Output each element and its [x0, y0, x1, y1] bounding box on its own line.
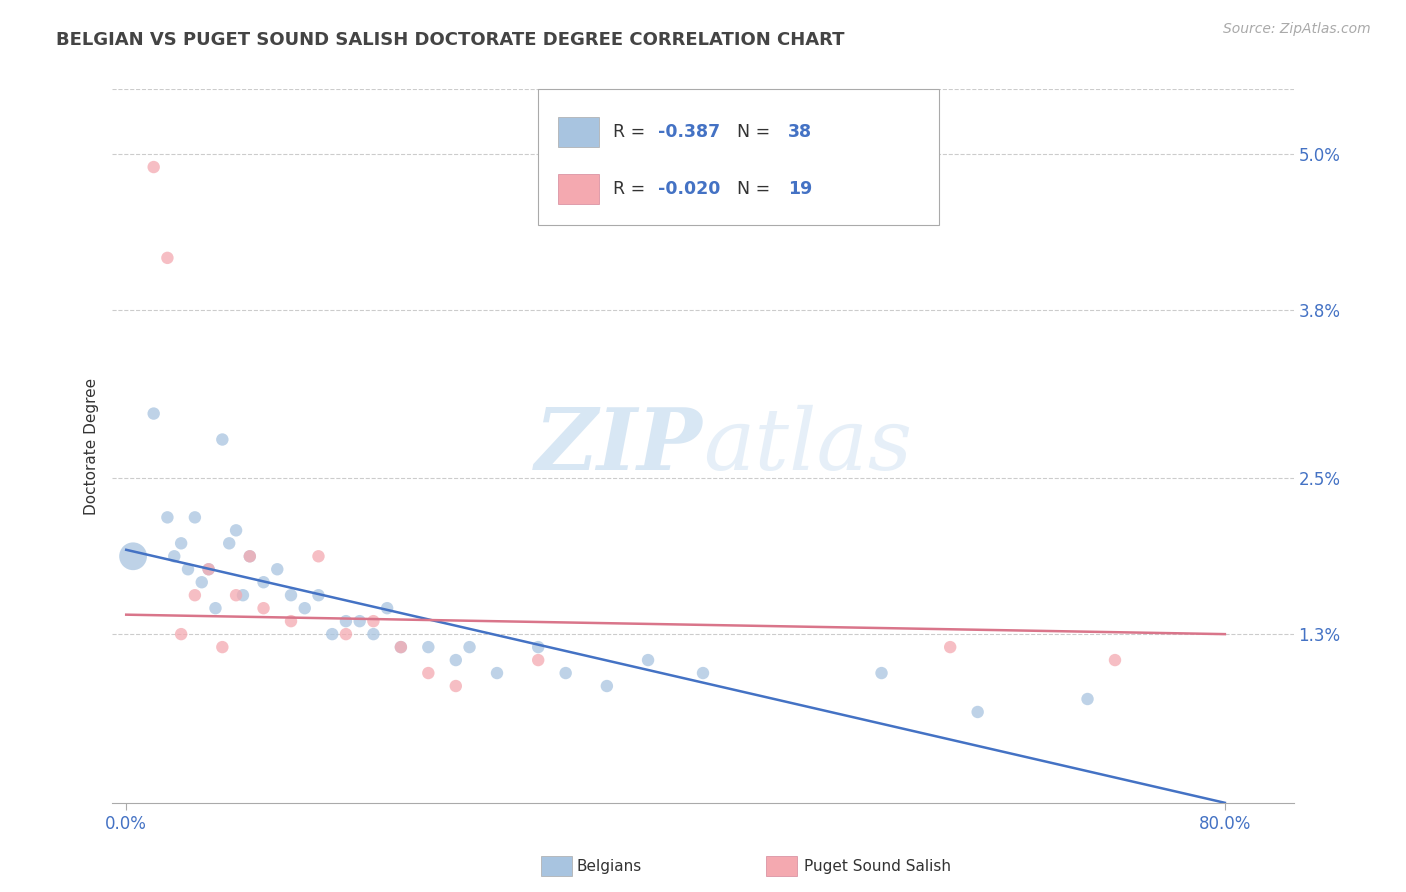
- Text: 38: 38: [787, 123, 813, 141]
- Point: [239, 549, 262, 564]
- Point: [444, 679, 467, 693]
- FancyBboxPatch shape: [537, 89, 939, 225]
- Point: [225, 588, 247, 602]
- Point: [239, 549, 262, 564]
- Point: [280, 588, 302, 602]
- Text: R =: R =: [613, 123, 651, 141]
- Point: [252, 601, 274, 615]
- Point: [637, 653, 659, 667]
- Point: [184, 510, 207, 524]
- Point: [142, 160, 165, 174]
- Bar: [558, 174, 599, 204]
- Point: [177, 562, 200, 576]
- Point: [266, 562, 288, 576]
- Point: [204, 601, 226, 615]
- Text: ZIP: ZIP: [536, 404, 703, 488]
- Text: N =: N =: [737, 180, 776, 198]
- Point: [444, 653, 467, 667]
- Point: [1076, 692, 1098, 706]
- Point: [218, 536, 240, 550]
- Point: [363, 627, 385, 641]
- Point: [363, 614, 385, 628]
- Text: Source: ZipAtlas.com: Source: ZipAtlas.com: [1223, 22, 1371, 37]
- Point: [485, 666, 508, 681]
- Point: [527, 640, 550, 654]
- Point: [184, 588, 207, 602]
- Point: [321, 627, 343, 641]
- Point: [252, 575, 274, 590]
- Point: [349, 614, 371, 628]
- Point: [527, 653, 550, 667]
- Point: [596, 679, 619, 693]
- Point: [170, 627, 193, 641]
- Point: [458, 640, 481, 654]
- Y-axis label: Doctorate Degree: Doctorate Degree: [84, 377, 100, 515]
- Text: -0.387: -0.387: [658, 123, 720, 141]
- Point: [1104, 653, 1126, 667]
- Point: [280, 614, 302, 628]
- Point: [966, 705, 988, 719]
- Point: [375, 601, 398, 615]
- Text: BELGIAN VS PUGET SOUND SALISH DOCTORATE DEGREE CORRELATION CHART: BELGIAN VS PUGET SOUND SALISH DOCTORATE …: [56, 31, 845, 49]
- Point: [939, 640, 962, 654]
- Point: [225, 524, 247, 538]
- Point: [211, 640, 233, 654]
- Text: Puget Sound Salish: Puget Sound Salish: [804, 859, 952, 873]
- Point: [211, 433, 233, 447]
- Text: 19: 19: [787, 180, 813, 198]
- Point: [232, 588, 254, 602]
- Text: atlas: atlas: [703, 405, 912, 487]
- Point: [122, 549, 145, 564]
- Text: -0.020: -0.020: [658, 180, 720, 198]
- Point: [554, 666, 576, 681]
- Point: [308, 588, 330, 602]
- Point: [190, 575, 212, 590]
- Point: [389, 640, 412, 654]
- Point: [156, 510, 179, 524]
- Point: [197, 562, 219, 576]
- Point: [308, 549, 330, 564]
- Point: [692, 666, 714, 681]
- Point: [156, 251, 179, 265]
- Point: [335, 627, 357, 641]
- Text: R =: R =: [613, 180, 651, 198]
- Point: [335, 614, 357, 628]
- Bar: [558, 117, 599, 147]
- Text: N =: N =: [737, 123, 776, 141]
- Text: Belgians: Belgians: [576, 859, 641, 873]
- Point: [389, 640, 412, 654]
- Point: [870, 666, 893, 681]
- Point: [142, 407, 165, 421]
- Point: [163, 549, 186, 564]
- Point: [418, 640, 440, 654]
- Point: [197, 562, 219, 576]
- Point: [294, 601, 316, 615]
- Point: [418, 666, 440, 681]
- Point: [170, 536, 193, 550]
